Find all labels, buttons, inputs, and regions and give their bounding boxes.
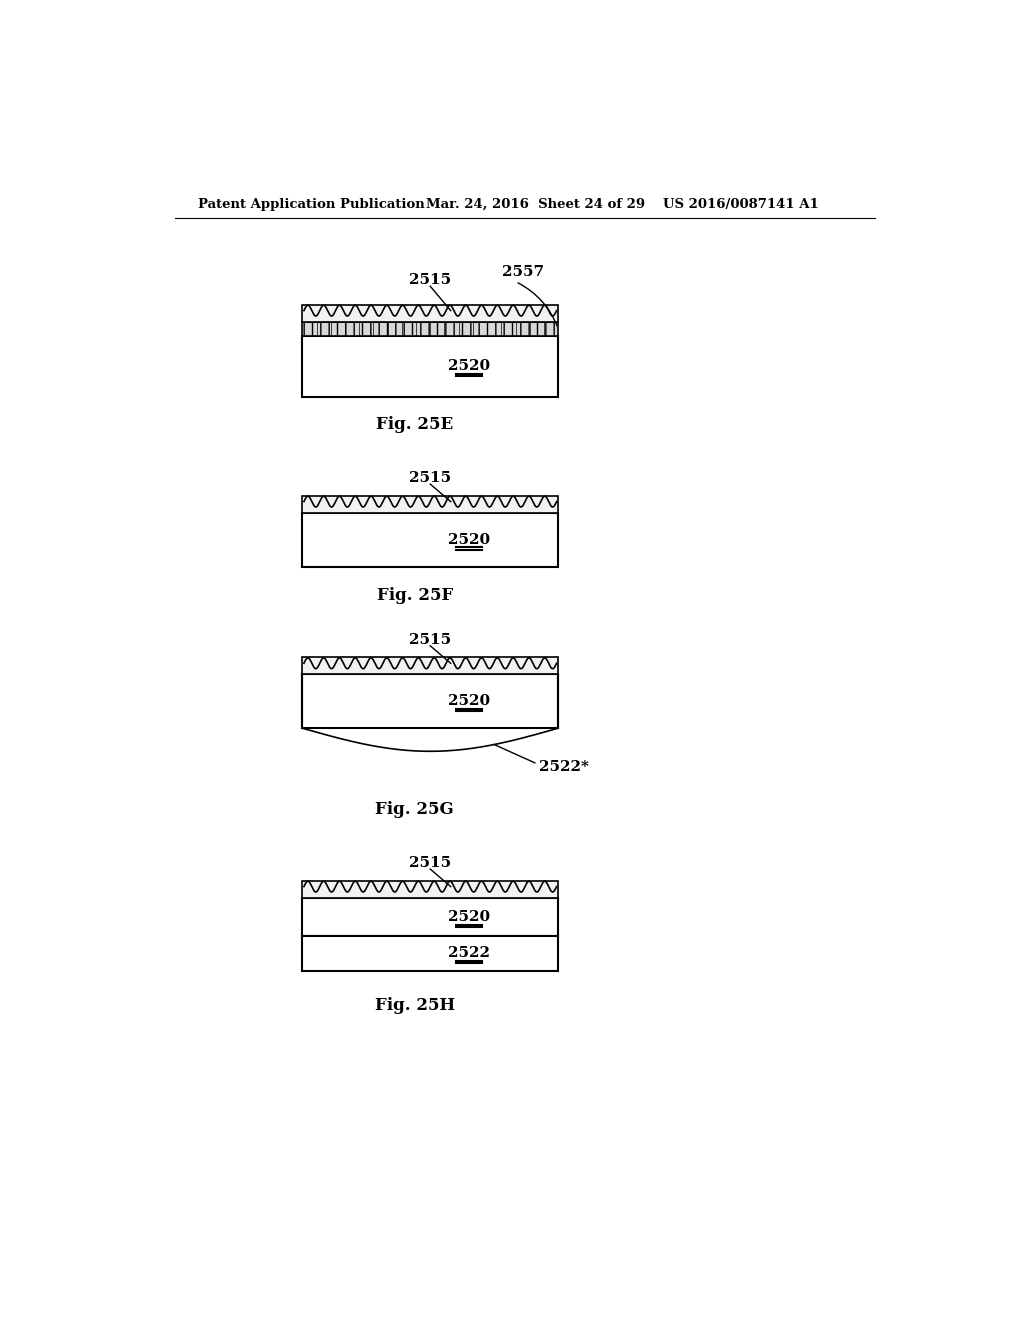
- Text: Fig. 25H: Fig. 25H: [375, 997, 455, 1014]
- Bar: [302, 657, 558, 675]
- Text: 2520: 2520: [447, 359, 490, 374]
- Bar: [302, 305, 558, 322]
- Bar: [302, 936, 558, 970]
- Bar: [302, 335, 558, 397]
- Text: US 2016/0087141 A1: US 2016/0087141 A1: [663, 198, 818, 211]
- Text: Mar. 24, 2016  Sheet 24 of 29: Mar. 24, 2016 Sheet 24 of 29: [426, 198, 645, 211]
- Text: 2520: 2520: [447, 909, 490, 924]
- Text: 2520: 2520: [447, 532, 490, 546]
- Text: 2522*: 2522*: [539, 760, 589, 774]
- Text: Patent Application Publication: Patent Application Publication: [198, 198, 425, 211]
- Text: 2520: 2520: [447, 694, 490, 709]
- Text: Fig. 25F: Fig. 25F: [377, 587, 453, 605]
- Text: 2522: 2522: [449, 946, 490, 961]
- Text: 2515: 2515: [410, 273, 452, 286]
- Text: 2515: 2515: [410, 855, 452, 870]
- Text: 2515: 2515: [410, 632, 452, 647]
- Bar: [302, 898, 558, 936]
- Bar: [302, 496, 558, 512]
- Bar: [302, 322, 558, 335]
- Text: 2557: 2557: [502, 265, 545, 280]
- Text: 2515: 2515: [410, 471, 452, 484]
- Text: Fig. 25G: Fig. 25G: [376, 800, 454, 817]
- Bar: [302, 880, 558, 898]
- Bar: [302, 512, 558, 566]
- Bar: [302, 675, 558, 729]
- Text: Fig. 25E: Fig. 25E: [376, 416, 454, 433]
